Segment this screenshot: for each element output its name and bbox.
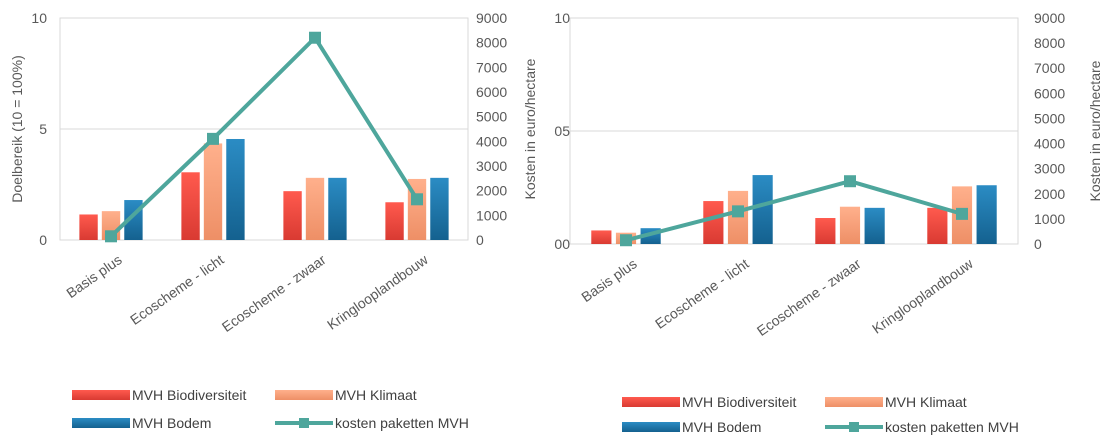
y2-tick-label: 2000 bbox=[1034, 186, 1065, 202]
bar-mvh-biodiversiteit bbox=[591, 230, 612, 244]
y2-tick-label: 4000 bbox=[476, 133, 507, 149]
line-marker bbox=[620, 234, 632, 247]
legend-label: MVH Bodem bbox=[132, 415, 212, 431]
legend-item-klimaat: MVH Klimaat bbox=[825, 394, 967, 410]
y2-tick-label: 7000 bbox=[1034, 60, 1065, 76]
y-tick-label: 00 bbox=[554, 236, 570, 252]
bar-mvh-bodem bbox=[430, 177, 449, 240]
legend-item-biodiversiteit: MVH Biodiversiteit bbox=[622, 394, 796, 410]
legend-swatch-kosten bbox=[825, 422, 883, 432]
bar-mvh-bodem bbox=[328, 177, 347, 240]
legend-item-bodem: MVH Bodem bbox=[622, 419, 761, 435]
legend-label: kosten paketten MVH bbox=[885, 419, 1019, 435]
bar-mvh-biodiversiteit bbox=[815, 218, 836, 244]
legend-label: MVH Biodiversiteit bbox=[682, 394, 797, 410]
y-tick-label: 5 bbox=[39, 121, 47, 137]
bar-mvh-bodem bbox=[864, 207, 885, 244]
legend-swatch-bodem bbox=[622, 422, 680, 432]
bar-mvh-biodiversiteit bbox=[79, 214, 98, 240]
line-marker bbox=[411, 193, 423, 206]
bar-mvh-klimaat bbox=[727, 190, 749, 244]
bar-mvh-biodiversiteit bbox=[703, 201, 724, 244]
category-label: Basis plus bbox=[578, 255, 639, 305]
legend-item-klimaat: MVH Klimaat bbox=[275, 387, 417, 403]
line-marker bbox=[844, 175, 856, 188]
legend-label: MVH Klimaat bbox=[335, 387, 417, 403]
bar-mvh-klimaat bbox=[203, 143, 223, 240]
line-kosten bbox=[109, 35, 419, 238]
bar-mvh-bodem bbox=[752, 175, 773, 244]
bar-mvh-biodiversiteit bbox=[927, 207, 948, 244]
line-marker bbox=[105, 230, 117, 243]
y2-tick-label: 5000 bbox=[1034, 110, 1065, 126]
legend-chart-1: MVH Biodiversiteit MVH Klimaat MVH Bodem… bbox=[72, 387, 552, 437]
legend-label: MVH Bodem bbox=[682, 419, 762, 435]
legend-swatch-kosten bbox=[275, 418, 333, 428]
legend-swatch-biodiversiteit bbox=[622, 397, 680, 407]
legend-item-kosten: kosten paketten MVH bbox=[825, 419, 1019, 435]
y2-tick-label: 4000 bbox=[1034, 136, 1065, 152]
y-tick-label: 0 bbox=[39, 232, 47, 248]
y2-axis-title: Kosten in euro/hectare bbox=[522, 58, 538, 199]
y-axis-title: Doelbereik (10 = 100%) bbox=[9, 55, 25, 202]
legend-swatch-bodem bbox=[72, 418, 130, 428]
line-marker bbox=[956, 207, 968, 220]
y-tick-label: 10 bbox=[31, 10, 47, 26]
y2-axis-title: Kosten in euro/hectare bbox=[1087, 60, 1103, 201]
y2-tick-label: 6000 bbox=[1034, 85, 1065, 101]
bar-mvh-biodiversiteit bbox=[181, 172, 200, 240]
chart-2: 00 05 10 0 1000 2000 3000 4000 5000 6000 7000 8000 9… bbox=[554, 10, 1103, 339]
legend-chart-2: MVH Biodiversiteit MVH Klimaat MVH Bodem… bbox=[622, 394, 1102, 438]
line-marker bbox=[732, 205, 744, 218]
y-tick-label: 05 bbox=[554, 123, 570, 139]
y2-tick-label: 8000 bbox=[476, 35, 507, 51]
legend-label: kosten paketten MVH bbox=[335, 415, 469, 431]
y2-tick-label: 0 bbox=[476, 232, 484, 248]
y2-tick-label: 3000 bbox=[1034, 161, 1065, 177]
legend-item-bodem: MVH Bodem bbox=[72, 415, 211, 431]
y2-tick-label: 9000 bbox=[476, 10, 507, 26]
y2-tick-label: 9000 bbox=[1034, 10, 1065, 26]
line-marker bbox=[309, 31, 321, 44]
y2-tick-label: 1000 bbox=[476, 207, 507, 223]
bar-mvh-bodem bbox=[226, 138, 245, 240]
bar-mvh-bodem bbox=[976, 185, 997, 244]
legend-item-kosten: kosten paketten MVH bbox=[275, 415, 469, 431]
legend-swatch-biodiversiteit bbox=[72, 390, 130, 400]
y2-tick-label: 1000 bbox=[1034, 211, 1065, 227]
y-tick-label: 10 bbox=[554, 10, 570, 26]
legend-swatch-klimaat bbox=[275, 390, 333, 400]
category-label: Ecoscheme - licht bbox=[652, 255, 752, 332]
y2-tick-label: 0 bbox=[1034, 236, 1042, 252]
category-label: Ecoscheme - licht bbox=[127, 251, 227, 328]
legend-swatch-klimaat bbox=[825, 397, 883, 407]
bar-mvh-klimaat bbox=[305, 177, 325, 240]
legend-label: MVH Biodiversiteit bbox=[132, 387, 247, 403]
category-label: Basis plus bbox=[63, 251, 124, 301]
category-label: Kringlooplandbouw bbox=[324, 251, 431, 333]
y2-tick-label: 7000 bbox=[476, 59, 507, 75]
y2-tick-label: 2000 bbox=[476, 183, 507, 199]
line-kosten bbox=[625, 179, 963, 243]
y2-tick-label: 5000 bbox=[476, 109, 507, 125]
y2-tick-label: 6000 bbox=[476, 84, 507, 100]
category-label: Ecoscheme - zwaar bbox=[219, 251, 329, 335]
bar-mvh-biodiversiteit bbox=[385, 202, 404, 240]
legend-item-biodiversiteit: MVH Biodiversiteit bbox=[72, 387, 246, 403]
y2-tick-label: 3000 bbox=[476, 158, 507, 174]
bar-mvh-biodiversiteit bbox=[283, 191, 302, 240]
category-label: Kringlooplandbouw bbox=[869, 255, 976, 337]
chart-1: 0 5 10 0 1000 2000 3000 4000 5000 6000 7000 8000 900… bbox=[9, 10, 538, 335]
legend-label: MVH Klimaat bbox=[885, 394, 967, 410]
bar-mvh-klimaat bbox=[839, 206, 861, 244]
category-label: Ecoscheme - zwaar bbox=[754, 255, 864, 339]
line-marker bbox=[207, 132, 219, 145]
y2-tick-label: 8000 bbox=[1034, 35, 1065, 51]
